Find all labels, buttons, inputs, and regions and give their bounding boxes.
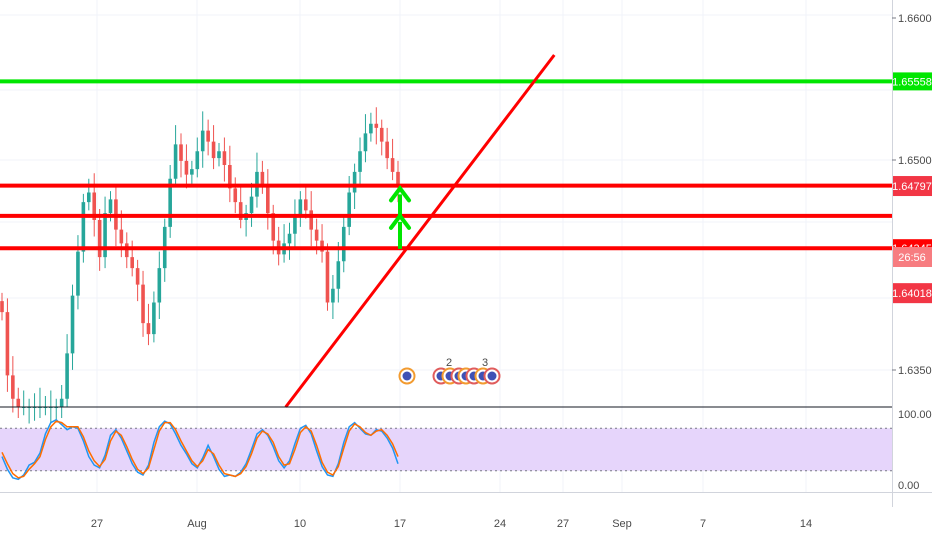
candle-body [222,151,227,165]
candle-body [260,171,265,186]
stochastic-d-line [1,420,399,479]
candle-body [358,151,362,172]
candle-body [331,288,335,303]
candle-body [168,178,172,227]
candle-body [65,353,69,399]
candle-body [173,144,178,179]
event-marker-dot [402,371,412,381]
x-tick-label: 24 [494,518,506,530]
candle-body [86,192,91,203]
stochastic-y-tick-label: 0.00 [898,480,919,492]
x-tick-label: 27 [91,518,103,530]
candle-body [206,130,210,142]
price-tag-label: 1.64797 [892,181,932,193]
x-tick-label: 27 [557,518,569,530]
candle-body [135,268,140,285]
candle-body [217,151,221,159]
stochastic-band [0,428,892,471]
candle-body [374,123,379,128]
candle-body [363,133,368,152]
candle-body [379,127,384,142]
candle-body [249,196,254,214]
x-tick-label: 14 [800,518,812,530]
candle-body [336,261,341,289]
event-marker-dot [487,371,497,381]
candle-body [211,141,216,159]
candle-body [298,199,303,216]
candle-body [390,158,395,172]
candle-body [396,171,400,186]
price-tag [893,247,932,267]
candle-body [70,295,75,354]
trendline[interactable] [284,54,556,408]
price-tag [893,283,932,304]
x-tick-label: 7 [700,518,706,530]
y-tick-label: 1.65000 [898,155,932,167]
candle-body [184,160,189,175]
candle-body [352,171,357,193]
up-arrow-head [389,185,411,203]
candle-body [152,302,156,335]
candle-body [271,213,276,241]
level-price-label: 1.65558 [892,76,932,88]
candle-body [146,323,151,335]
x-tick-label: 17 [394,518,406,530]
candle-body [320,240,324,252]
candle-body [369,123,373,134]
candle-body [228,165,232,189]
stochastic-y-tick-label: 100.00 [898,409,932,421]
candle-body [347,192,351,227]
x-tick-label: Sep [612,518,632,530]
candle-body [385,141,389,159]
up-arrow-head [389,212,411,230]
candle-body [293,215,297,234]
candle-body [0,301,4,313]
candle-body [266,185,270,214]
candle-body [325,251,330,303]
candle-body [81,202,86,252]
candle-body [287,233,292,244]
candle-body [314,229,319,241]
candle-body [5,312,10,376]
x-tick-label: Aug [187,518,207,530]
candle-body [303,199,308,211]
candle-body [309,210,314,230]
candle-body [130,257,134,269]
price-tag-label: 1.64018 [892,288,932,300]
candle-body [238,202,243,220]
candle-body [97,220,102,258]
candle-body [233,188,238,203]
candle-body [92,192,97,220]
candle-body [341,226,346,262]
candle-body [11,375,15,399]
candle-body [190,169,194,175]
candle-body [108,199,113,214]
y-tick-label: 1.63500 [898,365,932,377]
event-count-label: 3 [482,357,488,369]
candle-body [119,229,124,244]
price-tag [893,176,932,197]
candle-body [179,144,183,161]
candle-body [124,243,129,258]
candle-body [59,398,64,407]
candle-body [76,251,80,296]
event-count-label: 2 [446,357,452,369]
candle-body [141,284,145,324]
x-tick-label: 10 [294,518,306,530]
level-price-tag [893,72,932,91]
y-tick-label: 1.66000 [898,13,932,25]
candle-body [103,213,107,258]
candle-body [195,151,200,170]
candle-body [16,398,21,407]
candle-body [200,130,205,152]
countdown-label: 26:56 [898,252,926,264]
candle-body [157,268,162,303]
